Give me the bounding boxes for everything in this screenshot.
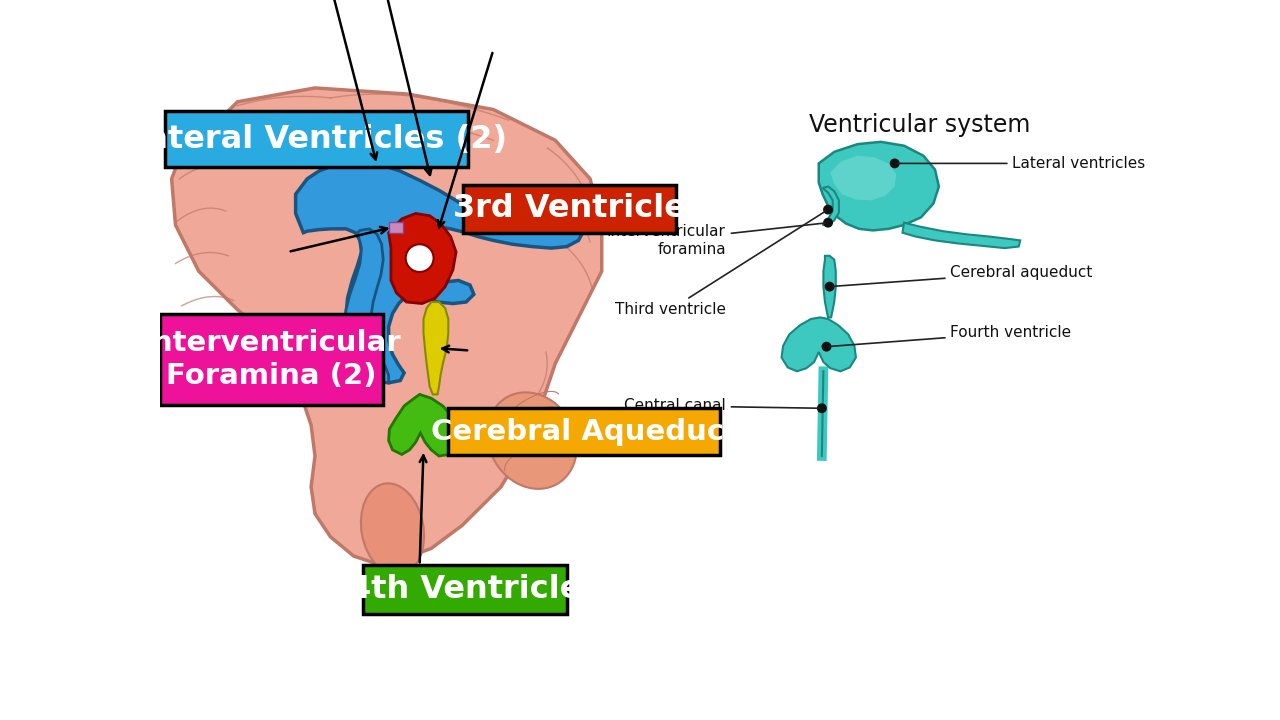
Polygon shape <box>823 256 836 318</box>
Polygon shape <box>782 318 856 372</box>
Polygon shape <box>389 395 458 456</box>
Circle shape <box>891 159 899 168</box>
Bar <box>165 112 467 167</box>
Polygon shape <box>831 156 896 200</box>
Text: Cerebral Aqueduct: Cerebral Aqueduct <box>430 418 737 446</box>
Text: Lateral Ventricles (2): Lateral Ventricles (2) <box>125 124 507 155</box>
Text: Lateral ventricles: Lateral ventricles <box>897 156 1146 171</box>
Circle shape <box>406 244 434 272</box>
Circle shape <box>826 282 833 291</box>
Bar <box>160 314 383 405</box>
Text: 3rd Ventricle: 3rd Ventricle <box>453 194 686 225</box>
Bar <box>389 222 403 233</box>
Text: Interventricular
foramina: Interventricular foramina <box>607 223 826 256</box>
Polygon shape <box>902 222 1020 248</box>
Text: 4th Ventricle: 4th Ventricle <box>349 575 581 606</box>
Bar <box>448 408 721 455</box>
Bar <box>364 565 567 614</box>
Text: Cerebral aqueduct: Cerebral aqueduct <box>832 265 1093 287</box>
Circle shape <box>822 343 831 351</box>
Circle shape <box>824 218 832 227</box>
PathPatch shape <box>172 88 602 564</box>
Bar <box>462 184 676 233</box>
Text: Third ventricle: Third ventricle <box>614 211 826 318</box>
Circle shape <box>818 404 826 413</box>
Text: Ventricular system: Ventricular system <box>809 113 1030 137</box>
Text: Interventricular
Foramina (2): Interventricular Foramina (2) <box>142 329 402 390</box>
Text: Central canal: Central canal <box>625 398 819 413</box>
Text: Fourth ventricle: Fourth ventricle <box>829 325 1071 346</box>
Polygon shape <box>823 186 838 225</box>
Polygon shape <box>389 213 456 304</box>
Polygon shape <box>424 302 448 395</box>
Polygon shape <box>296 163 585 383</box>
Polygon shape <box>344 229 389 383</box>
Polygon shape <box>819 142 938 230</box>
Ellipse shape <box>488 392 577 489</box>
Ellipse shape <box>361 483 424 575</box>
Circle shape <box>824 205 832 214</box>
